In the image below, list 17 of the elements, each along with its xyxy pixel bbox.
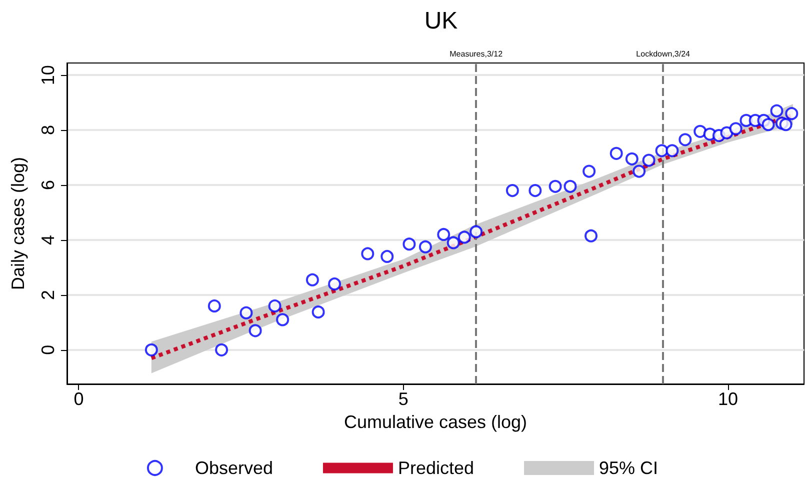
x-axis-title: Cumulative cases (log)	[344, 412, 528, 432]
legend-label: Predicted	[398, 458, 474, 478]
x-tick-label: 5	[398, 389, 408, 409]
y-tick-label: 4	[38, 234, 58, 245]
legend-label: 95% CI	[599, 458, 658, 478]
ref-line-label: Lockdown,3/24	[636, 50, 691, 58]
y-tick-label: 2	[38, 290, 58, 300]
x-tick-label: 10	[718, 389, 738, 409]
x-tick-label: 0	[74, 389, 84, 409]
legend-label: Observed	[194, 458, 273, 478]
y-tick-label: 6	[38, 180, 58, 190]
y-tick-label: 8	[38, 125, 58, 136]
y-tick-label: 0	[38, 344, 58, 355]
ref-line-label: Measures,3/12	[450, 50, 504, 58]
chart-title: UK	[424, 8, 458, 34]
y-tick-label: 10	[38, 65, 58, 86]
y-axis-title: Daily cases (log)	[8, 156, 28, 290]
